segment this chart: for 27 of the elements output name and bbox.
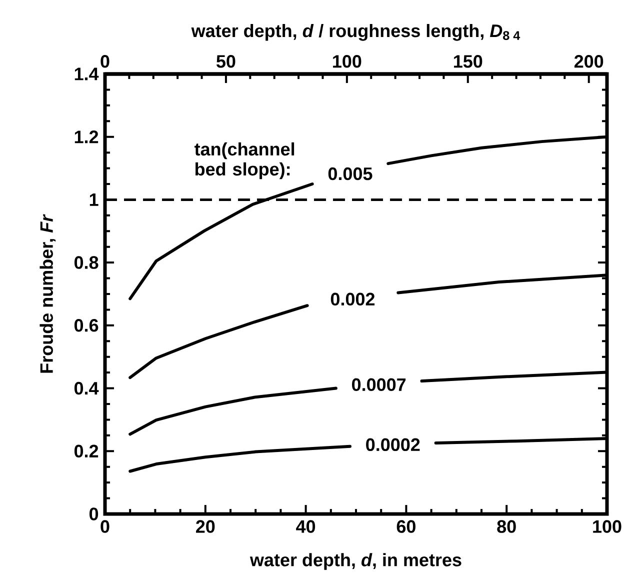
y-tick-label: 1 [90, 194, 98, 206]
series-label: 0.0002 [366, 438, 420, 452]
x-tick-label: 100 [593, 520, 622, 533]
y-tick-label: 0.4 [74, 382, 99, 395]
annotation: tan(channel bed slope): [194, 142, 294, 180]
x-tick-label: 80 [497, 520, 516, 533]
series-label: 0.002 [330, 292, 375, 306]
series-label: 0.0007 [352, 378, 406, 392]
x-tick-label: 60 [396, 520, 416, 533]
x2-tick-label: 100 [333, 55, 362, 68]
x2-tick-label: 50 [216, 55, 236, 68]
y-tick-label: 1.4 [74, 68, 99, 80]
y-tick-label: 0.2 [74, 444, 98, 458]
x2-tick-label: 150 [454, 55, 482, 68]
y-tick-label: 0.8 [74, 256, 98, 269]
x-tick-label: 20 [196, 520, 215, 533]
x-axis-title: water depth, d, in metres [250, 553, 462, 570]
y-axis-title: Froude number, Fr [40, 214, 56, 373]
x-tick-label: 40 [296, 520, 316, 533]
series-label: 0.005 [328, 167, 372, 180]
y-tick-label: 0.6 [74, 319, 98, 332]
x-tick-label: 0 [100, 520, 110, 533]
x2-tick-label: 200 [574, 55, 604, 68]
y-tick-label: 0 [89, 508, 98, 520]
x2-tick-label: 0 [100, 55, 110, 68]
y-tick-label: 1.2 [74, 130, 98, 144]
x2-axis-title: water depth, d / roughness length, D$_{8 4}$ [191, 24, 520, 41]
